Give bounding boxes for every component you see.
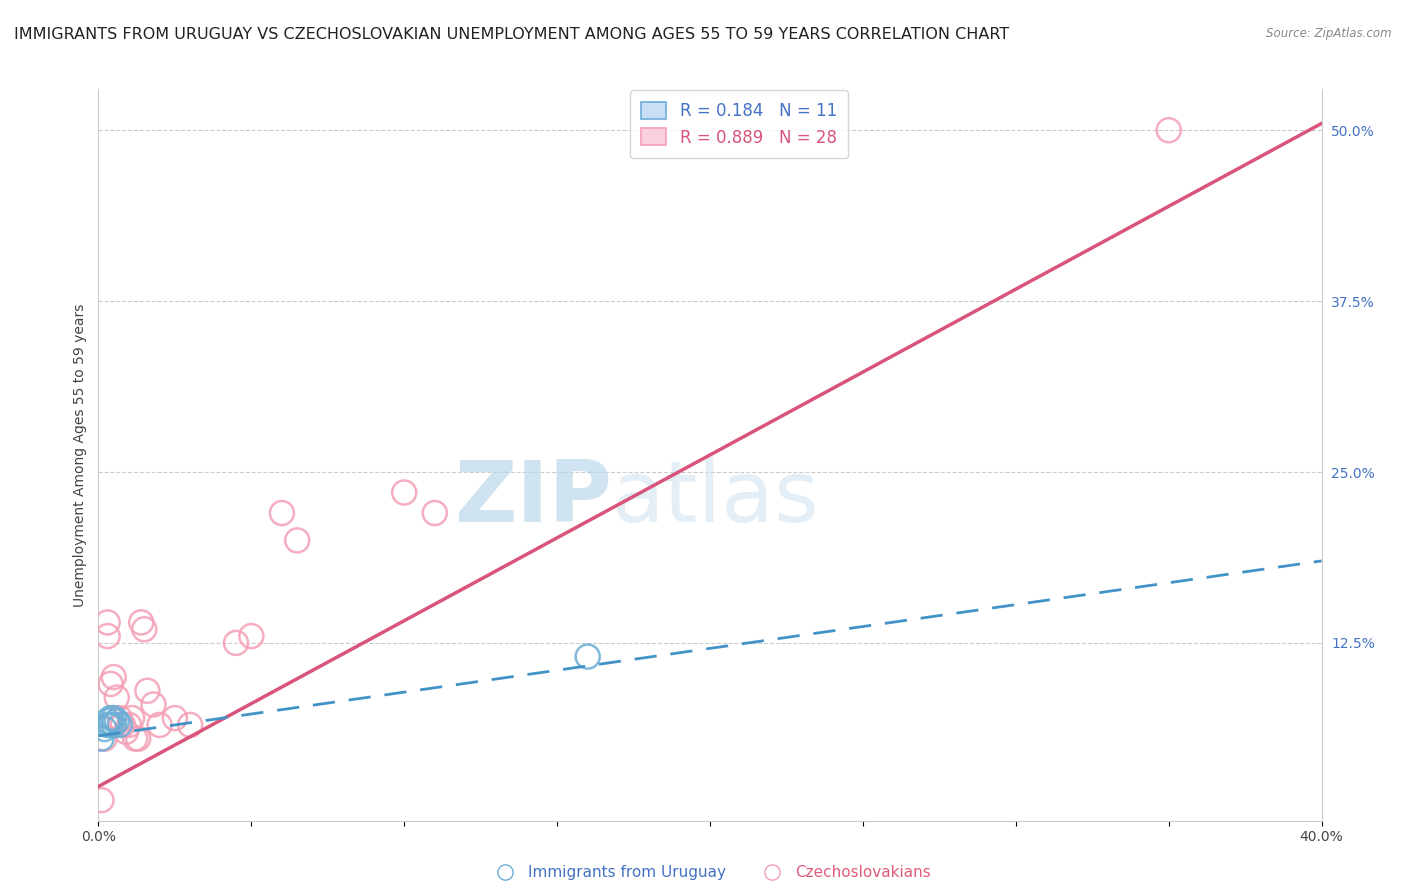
Point [576, 649, 599, 664]
Y-axis label: Unemployment Among Ages 55 to 59 years: Unemployment Among Ages 55 to 59 years [73, 303, 87, 607]
Point [111, 718, 134, 732]
Text: IMMIGRANTS FROM URUGUAY VS CZECHOSLOVAKIAN UNEMPLOYMENT AMONG AGES 55 TO 59 YEAR: IMMIGRANTS FROM URUGUAY VS CZECHOSLOVAKI… [14, 27, 1010, 42]
Point [93, 722, 115, 736]
Point [115, 724, 138, 739]
Point [134, 622, 156, 636]
Point [105, 690, 128, 705]
Point [103, 670, 125, 684]
Point [108, 711, 131, 725]
Point [163, 711, 186, 725]
Point [97, 629, 120, 643]
Point [121, 711, 143, 725]
Point [97, 615, 120, 630]
Point [392, 485, 416, 500]
Text: ZIP: ZIP [454, 458, 612, 541]
Point [97, 714, 120, 728]
Point [136, 683, 159, 698]
Point [93, 731, 115, 746]
Point [100, 718, 122, 732]
Point [270, 506, 292, 520]
Point [105, 714, 128, 728]
Point [179, 718, 201, 732]
Point [225, 636, 247, 650]
Point [127, 731, 149, 746]
Point [90, 793, 112, 807]
Text: atlas: atlas [612, 458, 820, 541]
Point [285, 533, 308, 548]
Point [124, 731, 146, 746]
Point [103, 711, 125, 725]
Point [149, 718, 172, 732]
Point [118, 718, 141, 732]
Point [240, 629, 263, 643]
Point [423, 506, 446, 520]
Point [1157, 123, 1180, 137]
Point [142, 698, 165, 712]
Point [103, 718, 125, 732]
Point [97, 718, 120, 732]
Point [100, 711, 122, 725]
Point [108, 718, 131, 732]
Text: Source: ZipAtlas.com: Source: ZipAtlas.com [1267, 27, 1392, 40]
Point [90, 731, 112, 746]
Point [129, 615, 152, 630]
Point [100, 677, 122, 691]
Legend: Immigrants from Uruguay, Czechoslovakians: Immigrants from Uruguay, Czechoslovakian… [484, 859, 936, 886]
